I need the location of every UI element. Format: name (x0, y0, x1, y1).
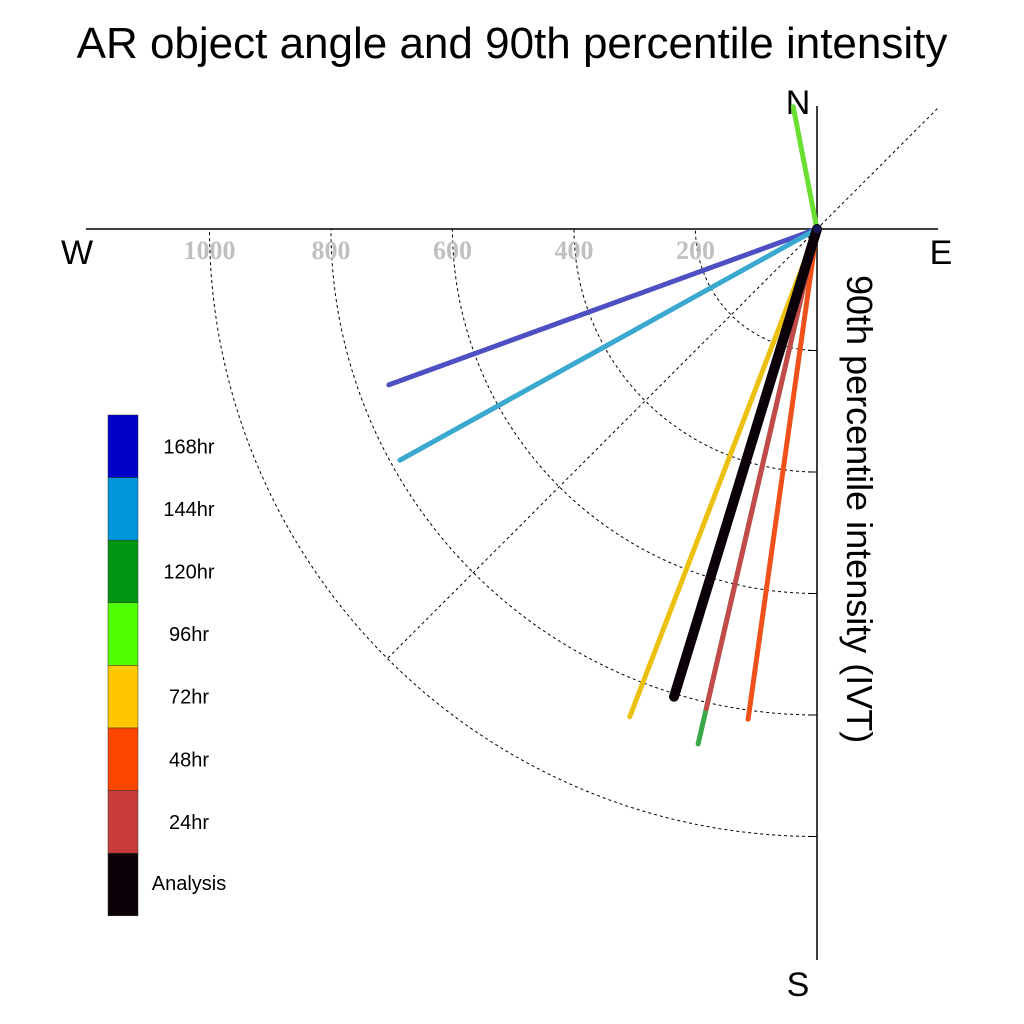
vector-24hr (703, 226, 820, 711)
compass-south-label: S (787, 966, 810, 1004)
legend-swatch-96hr (107, 602, 139, 666)
vector-96hr (790, 104, 820, 232)
radial-tick-labels: 200 400 600 800 1000 (184, 236, 716, 265)
legend: 168hr 144hr 120hr 96hr 72hr 48hr 24hr Analysis (107, 414, 226, 917)
legend-label-analysis: Analysis (152, 873, 226, 895)
legend-swatch-48hr (107, 727, 139, 791)
legend-label-144hr: 144hr (163, 499, 214, 521)
diagonal-guide-line (387, 107, 939, 659)
legend-swatch-144hr (107, 477, 139, 541)
compass-west-label: W (61, 234, 93, 272)
legend-swatch-120hr (107, 539, 139, 604)
radial-tick-label-200: 200 (676, 236, 715, 265)
radial-tick-label-600: 600 (433, 236, 472, 265)
compass-north-label: N (786, 84, 811, 122)
vector-origin-point (813, 225, 821, 233)
legend-label-48hr: 48hr (169, 749, 209, 771)
legend-swatch-72hr (107, 665, 139, 729)
vector-168hr (386, 226, 820, 388)
chart-title: AR object angle and 90th percentile inte… (77, 19, 948, 68)
legend-swatch-analysis (107, 852, 139, 917)
legend-label-24hr: 24hr (169, 812, 209, 834)
radial-tick-label-800: 800 (312, 236, 351, 265)
legend-label-96hr: 96hr (169, 624, 209, 646)
vector-series (386, 104, 822, 747)
grid-arc-800 (330, 228, 818, 716)
legend-label-120hr: 120hr (163, 562, 214, 584)
radial-tick-label-1000: 1000 (184, 236, 236, 265)
grid-arc-1000 (209, 228, 818, 837)
legend-label-72hr: 72hr (169, 687, 209, 709)
y-axis-label: 90th percentile intensity (IVT) (839, 275, 880, 743)
legend-swatch-24hr (107, 790, 139, 854)
vector-144hr (397, 226, 820, 463)
compass-east-label: E (930, 234, 953, 272)
vector-48hr (745, 226, 820, 722)
legend-swatch-168hr (107, 414, 139, 478)
vector-72hr (627, 226, 820, 720)
radial-tick-label-400: 400 (555, 236, 594, 265)
axes (86, 106, 939, 960)
vector-analysis (669, 224, 822, 702)
legend-label-168hr: 168hr (163, 436, 214, 458)
